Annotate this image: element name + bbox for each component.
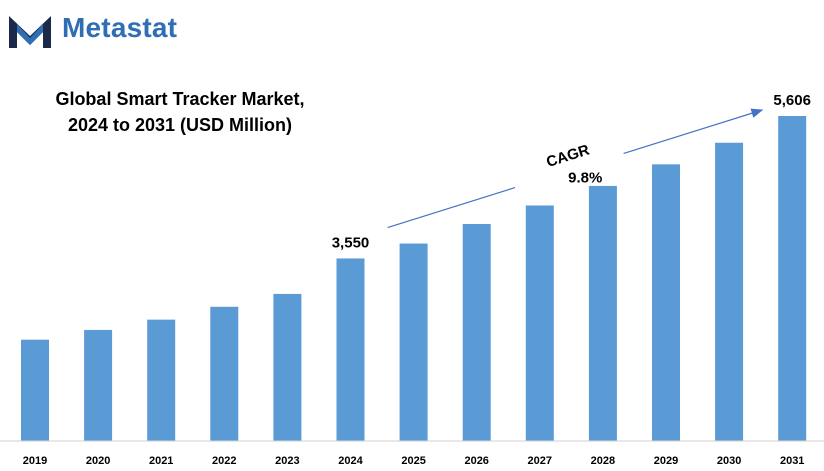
- bar-2020: [84, 329, 113, 441]
- x-tick-label: 2024: [338, 455, 363, 467]
- bar-2023: [273, 293, 302, 441]
- bar-2030: [715, 142, 744, 441]
- bar-2024: [336, 258, 365, 441]
- cagr-arrow-head: [623, 108, 764, 155]
- metastat-m-logo-icon: [9, 16, 51, 48]
- bar-2031: [778, 116, 807, 441]
- x-tick-label: 2028: [591, 455, 615, 467]
- brand-name: Metastat: [62, 12, 178, 43]
- metastat-logo: [9, 16, 51, 48]
- cagr-label: CAGR: [544, 141, 591, 170]
- bar-2028: [588, 185, 617, 441]
- x-tick-label: 2025: [401, 455, 425, 467]
- cagr-arrow-tail: [387, 186, 516, 229]
- data-label-2031: 5,606: [773, 92, 811, 109]
- cagr-value: 9.8%: [568, 170, 602, 187]
- bar-2021: [147, 319, 176, 441]
- bar-2025: [399, 243, 428, 441]
- x-tick-label: 2020: [86, 455, 110, 467]
- bar-2027: [525, 205, 554, 441]
- bar-2019: [21, 339, 49, 441]
- x-tick-label: 2029: [654, 455, 678, 467]
- chart-title: Global Smart Tracker Market, 2024 to 203…: [40, 86, 320, 138]
- x-tick-label: 2019: [23, 455, 47, 467]
- data-label-2024: 3,550: [332, 234, 370, 251]
- chart-title-line1: Global Smart Tracker Market,: [55, 89, 305, 109]
- chart-title-line2: 2024 to 2031 (USD Million): [67, 115, 293, 135]
- bar-2022: [210, 306, 239, 441]
- x-tick-label: 2021: [149, 455, 173, 467]
- x-tick-label: 2023: [275, 455, 299, 467]
- x-tick-label: 2027: [528, 455, 552, 467]
- x-tick-label: 2030: [717, 455, 741, 467]
- x-tick-label: 2026: [464, 455, 488, 467]
- bar-2026: [462, 223, 491, 441]
- x-tick-label: 2022: [212, 455, 236, 467]
- bar-2029: [652, 164, 680, 441]
- x-tick-label: 2031: [780, 455, 804, 467]
